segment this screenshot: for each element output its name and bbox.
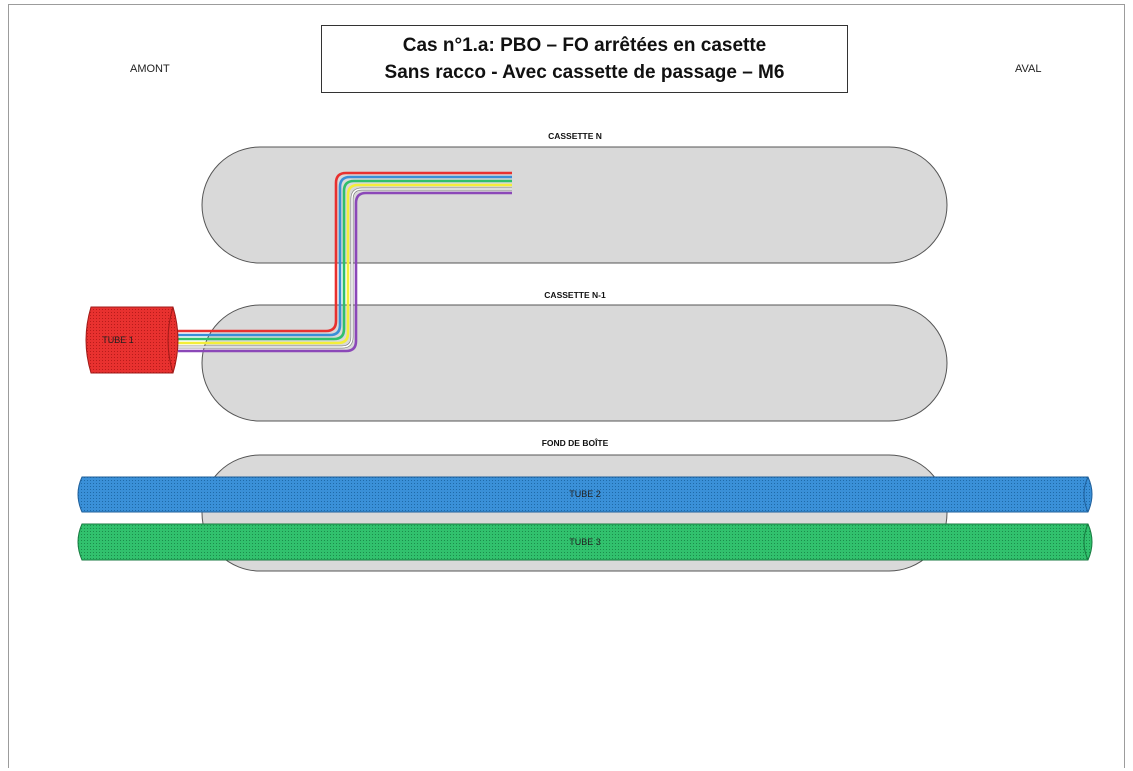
title-box: Cas n°1.a: PBO – FO arrêtées en casette … <box>321 25 848 93</box>
tube-2-end <box>1083 476 1089 513</box>
tube-3-label: TUBE 3 <box>569 537 601 547</box>
fiber-purple <box>178 191 512 353</box>
title-line-1: Cas n°1.a: PBO – FO arrêtées en casette <box>402 35 767 56</box>
fiber-white <box>178 188 512 348</box>
fiber-yellow <box>178 183 512 345</box>
fiber-blue <box>178 175 512 337</box>
amont-label: AMONT <box>130 63 170 75</box>
tube-1-label: TUBE 1 <box>102 335 134 345</box>
fond-de-boite-label: FOND DE BOÎTE <box>542 437 609 448</box>
title-line-2: Sans racco - Avec cassette de passage – … <box>384 62 785 83</box>
fiber-green <box>178 179 512 341</box>
tube-1-end <box>167 306 174 374</box>
tube-2-label: TUBE 2 <box>569 489 601 499</box>
fiber-bundle <box>178 171 512 353</box>
cassette-n <box>201 146 948 264</box>
cassette-n-1-label: CASSETTE N-1 <box>544 290 606 300</box>
tube-3-end <box>1083 523 1089 561</box>
cassette-n-1 <box>201 304 948 422</box>
aval-label: AVAL <box>1015 63 1042 75</box>
fiber-red <box>178 171 512 333</box>
cassette-n-label: CASSETTE N <box>548 131 602 141</box>
